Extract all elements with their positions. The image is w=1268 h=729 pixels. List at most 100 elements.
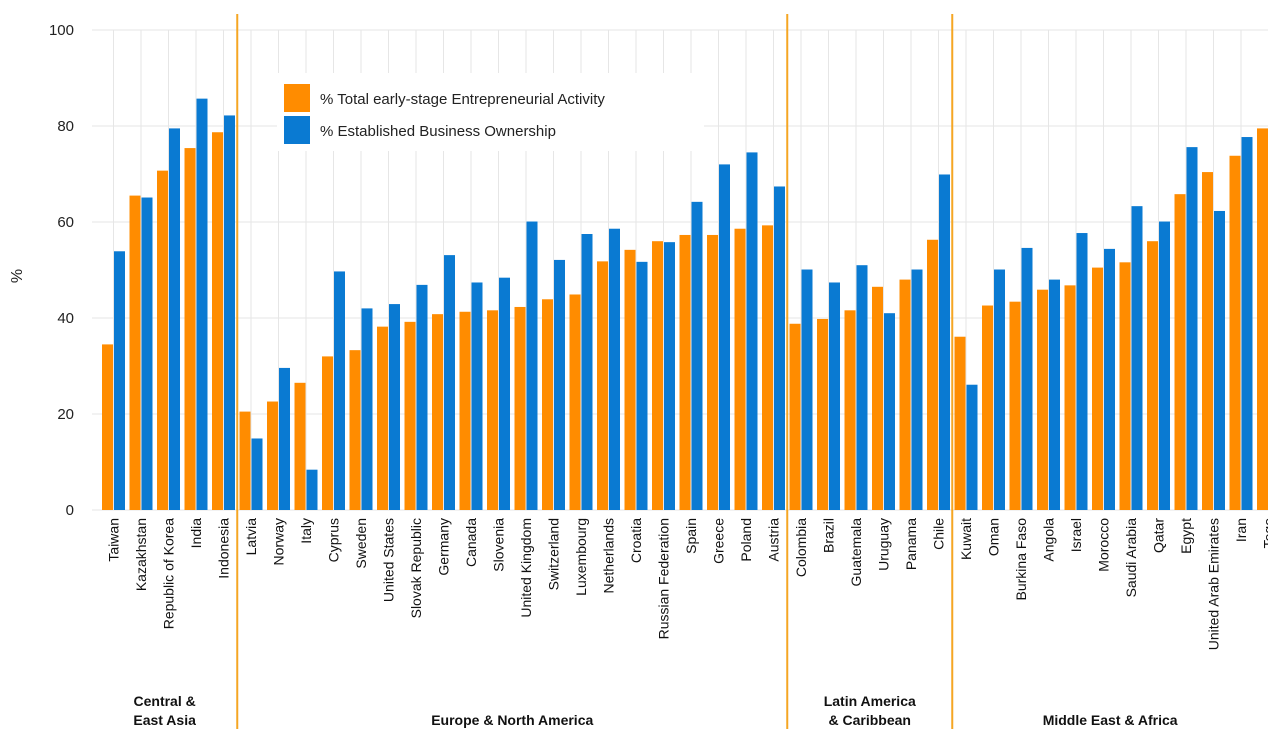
x-tick-label: Spain <box>683 518 699 554</box>
bar-ebo <box>994 269 1005 510</box>
bar-ebo <box>801 269 813 510</box>
bar-ebo <box>1186 147 1198 510</box>
x-tick-label: Germany <box>436 518 452 576</box>
bar-ebo <box>444 255 455 510</box>
bar-tea <box>1202 172 1213 510</box>
x-tick-label: Israel <box>1068 518 1084 552</box>
bar-tea <box>817 318 828 510</box>
category-labels: Taiwan Kazakhstan Republic of Korea India In… <box>106 518 1268 651</box>
legend-swatch-ebo <box>284 116 310 144</box>
bar-ebo <box>581 234 593 510</box>
bar-ebo <box>719 164 730 510</box>
bar-tea <box>927 239 938 510</box>
x-tick-label: Switzerland <box>546 518 562 590</box>
x-tick-label: Panama <box>903 518 919 570</box>
bar-tea <box>267 401 278 510</box>
bar-tea <box>322 356 333 510</box>
region-label-line2: Middle East & Africa <box>1043 712 1178 728</box>
x-tick-label: Qatar <box>1151 518 1167 553</box>
bar-ebo <box>554 259 565 510</box>
x-tick-label: Netherlands <box>601 518 617 594</box>
bar-tea <box>1174 194 1186 510</box>
bar-tea <box>239 411 251 510</box>
bar-ebo <box>1241 137 1253 511</box>
bar-tea <box>129 195 141 510</box>
y-tick-label: 20 <box>57 406 74 423</box>
y-tick-label: 80 <box>57 118 74 135</box>
x-tick-label: Uruguay <box>876 518 892 571</box>
bar-tea <box>1037 289 1048 510</box>
bar-ebo <box>224 115 235 510</box>
bar-ebo <box>114 251 125 510</box>
legend-swatch-tea <box>284 84 310 112</box>
x-tick-label: Angola <box>1041 518 1057 562</box>
region-dividers <box>236 14 954 729</box>
x-tick-label: Brazil <box>821 518 837 553</box>
region-label-line2: Europe & North America <box>431 712 593 728</box>
x-tick-label: Latvia <box>243 518 259 556</box>
bar-tea <box>542 299 553 510</box>
x-tick-label: Greece <box>711 518 727 564</box>
x-tick-label: Russian Federation <box>656 518 672 639</box>
bar-tea <box>487 310 498 510</box>
bar-tea <box>679 234 691 510</box>
bar-tea <box>349 350 361 510</box>
x-tick-label: Croatia <box>628 518 644 563</box>
bar-tea <box>624 249 636 510</box>
bar-tea <box>404 321 416 510</box>
y-axis-ticks: 0 20 40 60 80 100 <box>49 22 74 519</box>
bar-ebo <box>526 221 538 510</box>
bar-ebo <box>1131 206 1143 510</box>
bar-tea <box>872 286 883 510</box>
grid-lines <box>92 29 1268 511</box>
bar-tea <box>432 314 443 510</box>
bar-tea <box>157 170 168 510</box>
x-tick-label: Canada <box>463 518 479 567</box>
bar-ebo <box>664 242 675 510</box>
y-tick-label: 40 <box>57 310 74 327</box>
x-tick-label: Egypt <box>1178 518 1194 554</box>
x-tick-label: Taiwan <box>106 518 122 562</box>
bar-tea <box>1119 262 1131 510</box>
legend-label-ebo: % Established Business Ownership <box>320 123 556 140</box>
bar-ebo <box>911 269 923 510</box>
bar-ebo <box>169 128 180 510</box>
bar-ebo <box>196 98 208 510</box>
x-tick-label: Burkina Faso <box>1013 518 1029 601</box>
bar-ebo <box>334 271 345 510</box>
bar-ebo <box>141 197 153 510</box>
bar-tea <box>1229 155 1241 510</box>
x-tick-label: Indonesia <box>216 518 232 579</box>
bar-ebo <box>1159 221 1170 510</box>
bar-tea <box>184 148 196 510</box>
region-label-line2: & Caribbean <box>829 712 911 728</box>
x-tick-label: United Arab Emirates <box>1206 518 1222 650</box>
bar-tea <box>899 279 911 510</box>
x-tick-label: Slovak Republic <box>408 518 424 618</box>
bar-ebo <box>746 152 758 510</box>
bar-ebo <box>306 469 318 510</box>
bar-ebo <box>829 282 840 510</box>
bar-ebo <box>416 284 428 510</box>
x-tick-label: Italy <box>298 518 314 544</box>
x-tick-label: Oman <box>986 518 1002 556</box>
x-tick-label: Republic of Korea <box>161 518 177 630</box>
bar-ebo <box>609 228 620 510</box>
bar-ebo <box>856 265 868 510</box>
bar-tea <box>954 336 966 510</box>
x-tick-label: Norway <box>271 518 287 565</box>
bar-ebo <box>636 261 648 510</box>
bar-ebo <box>471 282 483 510</box>
bar-ebo <box>966 384 978 510</box>
bar-ebo <box>774 186 785 511</box>
bar-tea <box>1257 128 1268 510</box>
bar-ebo <box>1104 248 1115 510</box>
x-tick-label: Kazakhstan <box>133 518 149 591</box>
bar-tea <box>844 310 856 510</box>
bar-ebo <box>499 277 510 510</box>
bar-ebo <box>389 304 400 510</box>
bar-tea <box>294 382 306 510</box>
x-tick-label: Luxembourg <box>573 518 589 596</box>
bar-tea <box>1092 267 1103 510</box>
